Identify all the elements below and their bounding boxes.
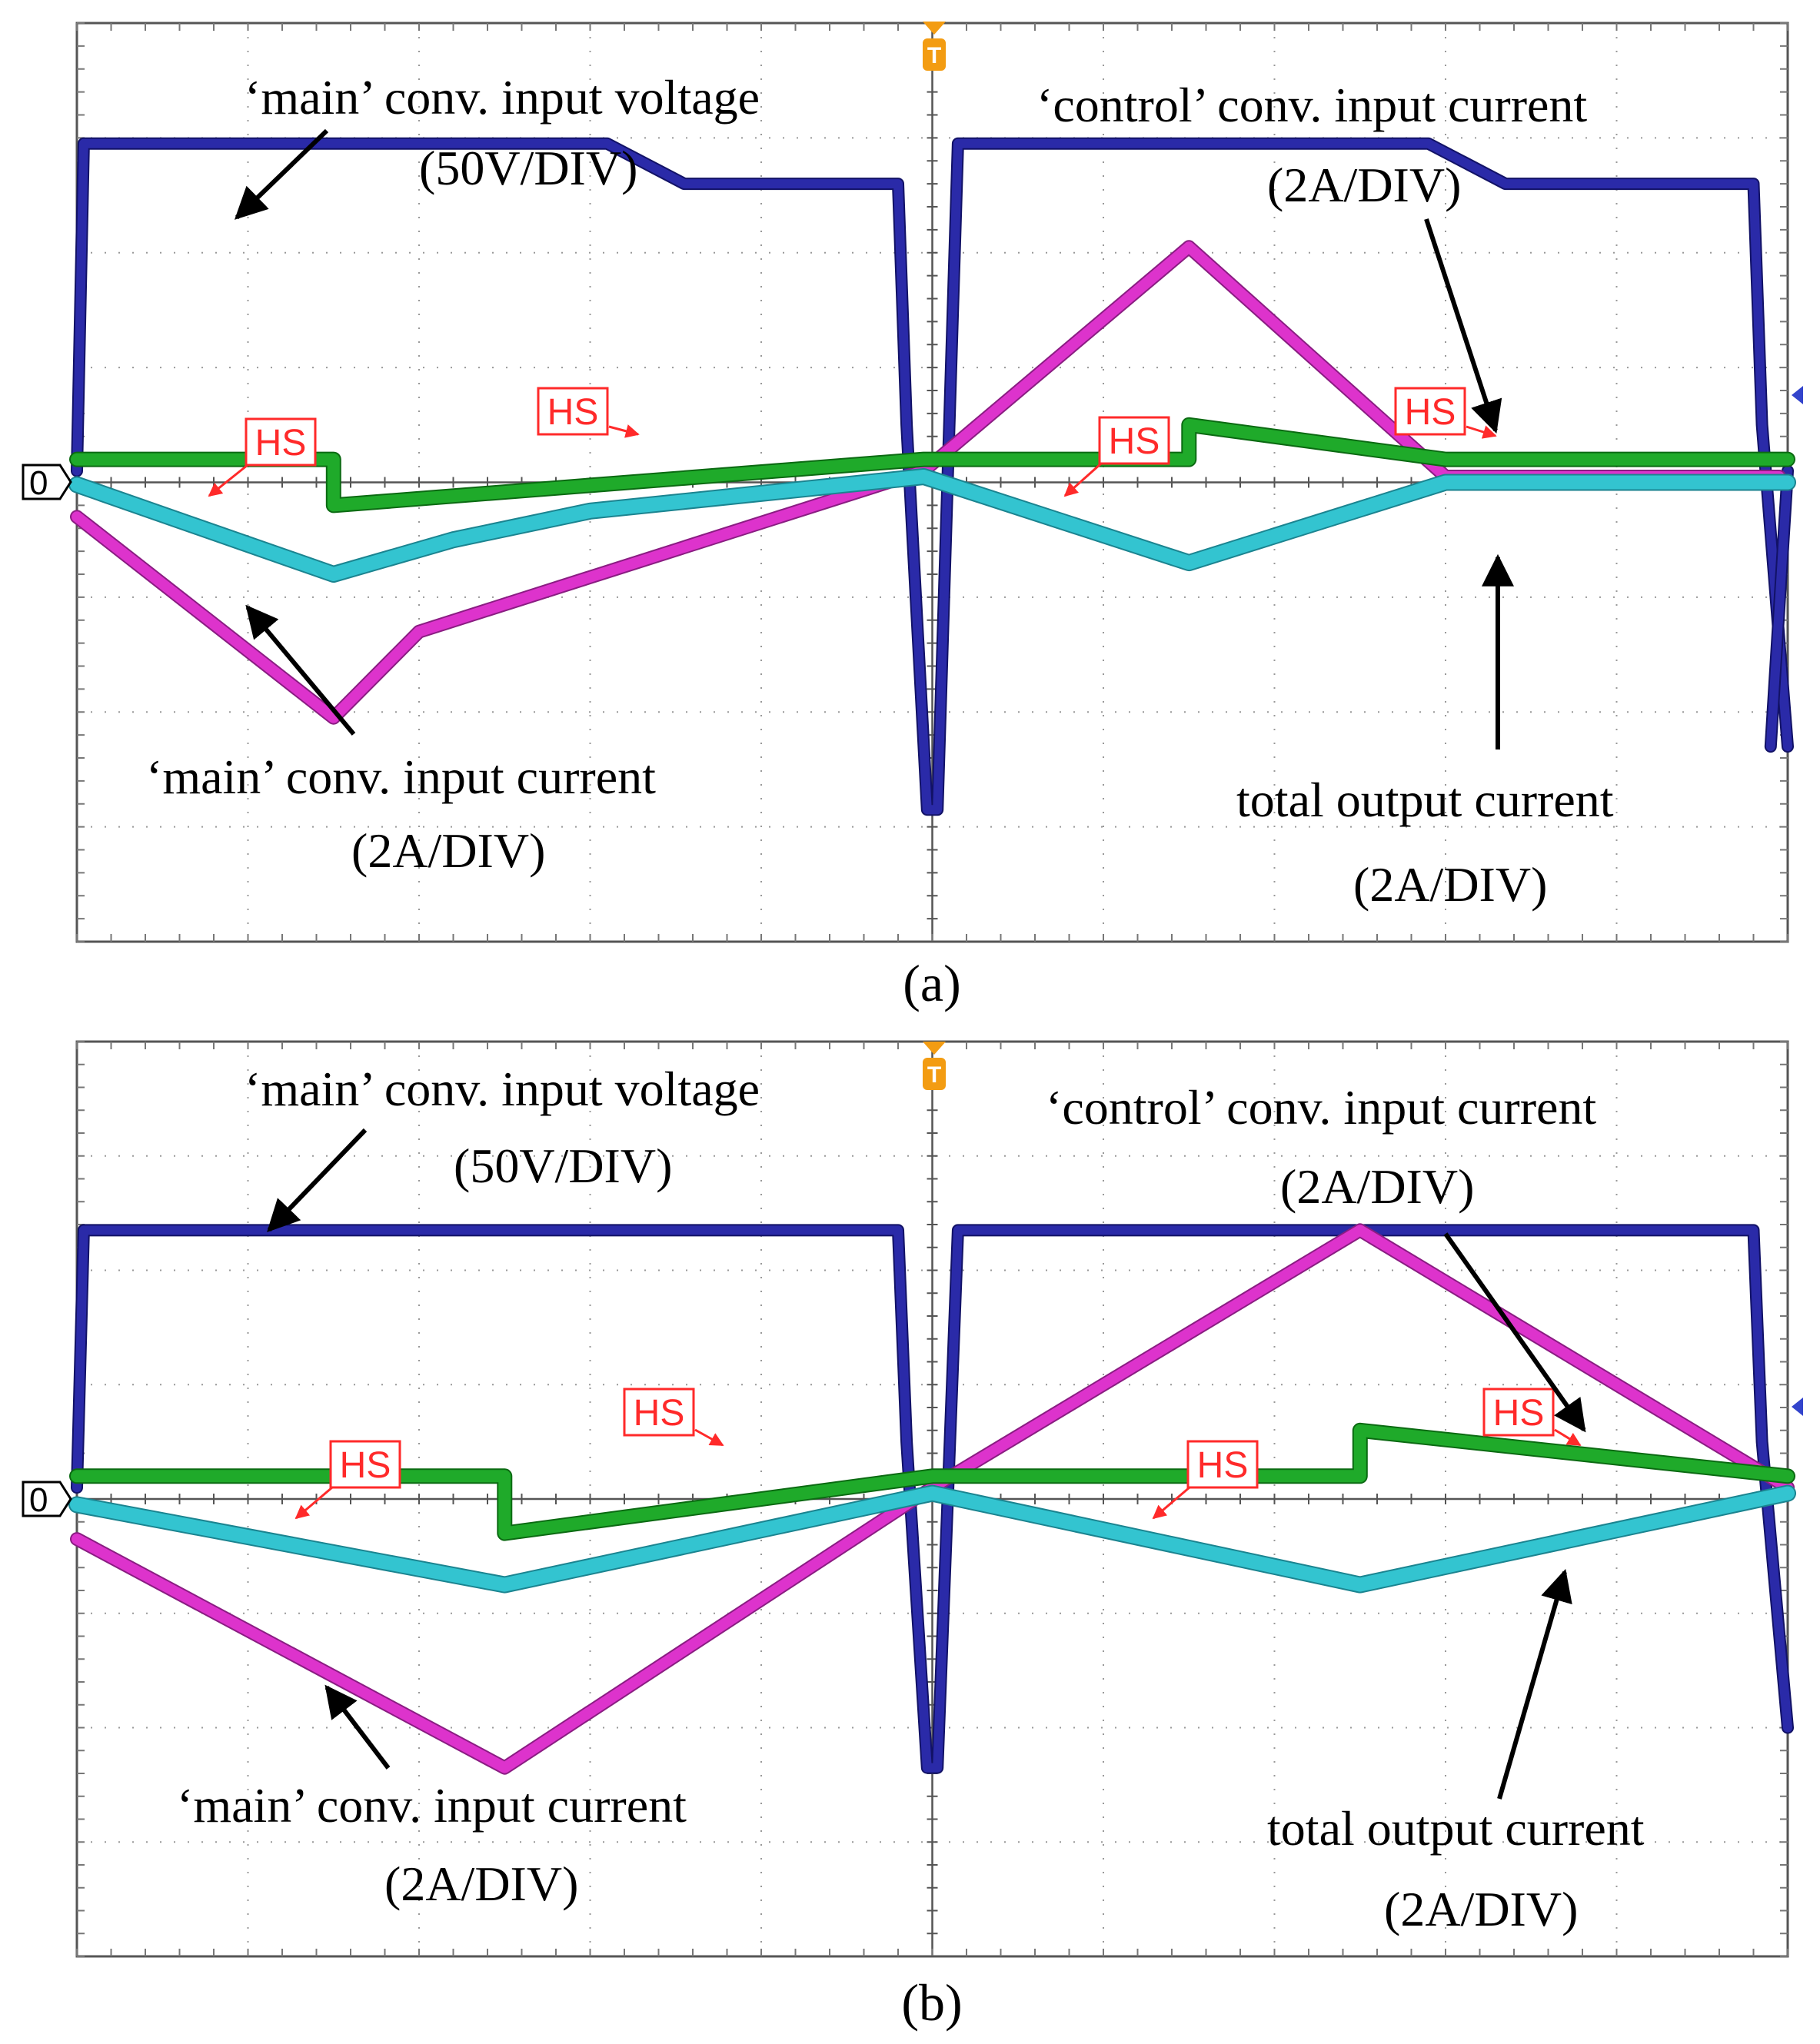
hs-markers-a: HS HS HS HS (208, 387, 1497, 497)
hs-marker: HS (294, 1440, 401, 1520)
trigger-marker: T (923, 22, 946, 71)
annotation-text: ‘main’ conv. input voltage (245, 1062, 760, 1116)
zero-marker: 0 (22, 464, 72, 502)
channel-arrow-icon (1792, 386, 1803, 404)
annotations-b: ‘main’ conv. input voltage (50V/DIV) ‘co… (177, 1062, 1645, 1936)
hs-marker: HS (208, 417, 317, 497)
voltage-trace (1765, 466, 1792, 752)
annotation-text: (50V/DIV) (454, 1138, 672, 1193)
zero-marker: 0 (22, 1481, 72, 1519)
annotation-text: (2A/DIV) (1267, 158, 1461, 212)
hs-marker: HS (537, 387, 640, 438)
voltage-trace (72, 138, 1792, 815)
hs-label: HS (340, 1445, 391, 1486)
voltage-trace (72, 1225, 1792, 1773)
hs-markers-b: HS HS HS HS (294, 1388, 1582, 1520)
annotation-text: total output current (1236, 773, 1614, 827)
output_current-trace (70, 470, 1795, 581)
annotation-text: ‘main’ conv. input current (177, 1778, 687, 1833)
annotation-text: (2A/DIV) (1384, 1882, 1578, 1936)
panel-caption: (a) (903, 954, 960, 1012)
panel-caption: (b) (901, 1973, 962, 2032)
hs-label: HS (255, 423, 307, 464)
markers-a: 0 T (22, 22, 1803, 502)
annotation-text: ‘main’ conv. input current (146, 749, 656, 804)
hs-marker: HS (1394, 387, 1497, 439)
hs-label: HS (547, 392, 599, 433)
annotation-text: (2A/DIV) (1280, 1159, 1474, 1214)
hs-label: HS (634, 1393, 685, 1434)
output_current-trace (70, 1486, 1795, 1592)
annotation-text: (2A/DIV) (1353, 857, 1547, 912)
hs-marker: HS (1063, 416, 1170, 497)
annotation-text: ‘control’ conv. input current (1036, 78, 1587, 132)
zero-label: 0 (29, 1481, 48, 1519)
annotation-text: ‘control’ conv. input current (1046, 1080, 1596, 1135)
control_current-trace (71, 418, 1794, 512)
trigger-marker: T (923, 1042, 946, 1090)
markers-b: 0 T (22, 1042, 1803, 1519)
trigger-label: T (927, 43, 941, 68)
annotation-text: (2A/DIV) (384, 1856, 578, 1911)
hs-marker: HS (1482, 1388, 1582, 1447)
panel-b: 0 T HS HS HS (22, 1040, 1803, 2032)
annotation-text: (2A/DIV) (351, 823, 545, 878)
zero-label: 0 (29, 464, 48, 502)
hs-label: HS (1197, 1445, 1249, 1486)
annotation-text: ‘main’ conv. input voltage (245, 70, 760, 125)
annotation-text: (50V/DIV) (419, 141, 637, 195)
traces-a (68, 137, 1796, 816)
hs-marker: HS (1152, 1440, 1259, 1520)
annotation-text: total output current (1267, 1801, 1645, 1856)
control_current-trace (71, 1424, 1794, 1540)
annotations-a: ‘main’ conv. input voltage (50V/DIV) ‘co… (146, 70, 1614, 912)
hs-label: HS (1405, 392, 1456, 433)
channel-arrow-icon (1792, 1398, 1803, 1416)
hs-label: HS (1493, 1393, 1545, 1434)
trigger-label: T (927, 1062, 941, 1088)
panel-a: 0 T HS HS HS (22, 22, 1803, 1012)
hs-marker: HS (623, 1388, 724, 1447)
hs-label: HS (1109, 421, 1160, 462)
